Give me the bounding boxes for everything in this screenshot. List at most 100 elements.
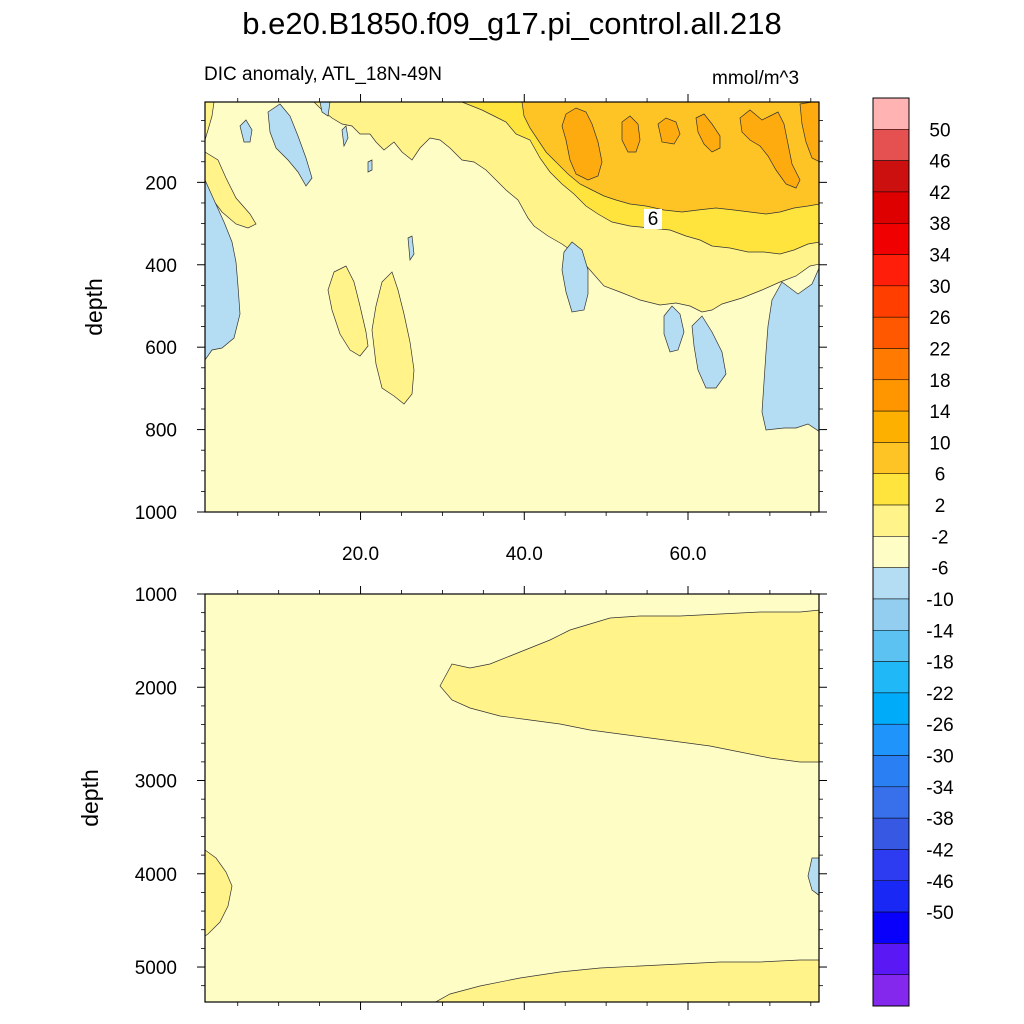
colorbar-swatch — [872, 254, 910, 287]
colorbar-label: -42 — [926, 840, 953, 861]
colorbar-label: -6 — [932, 559, 949, 580]
upper-negative-patch-6 — [367, 159, 373, 173]
lower-y-tick-label: 1000 — [135, 585, 177, 606]
colorbar-swatch — [872, 849, 910, 882]
lower-bottom-band — [434, 959, 819, 1002]
colorbar-swatch — [872, 97, 910, 130]
colorbar-label: 14 — [929, 402, 951, 423]
colorbar-label: -30 — [926, 747, 953, 768]
colorbar-swatch — [872, 222, 910, 255]
upper-y-tick-label: 600 — [145, 338, 177, 359]
colorbar-swatch — [872, 786, 910, 819]
colorbar-swatch — [872, 943, 910, 975]
upper-warm-blob-1 — [327, 265, 369, 357]
colorbar-swatch — [872, 598, 910, 631]
colorbar-swatch — [872, 911, 910, 944]
colorbar-label: 46 — [929, 152, 950, 173]
upper-x-tick-label: 20.0 — [342, 544, 379, 565]
upper-negative-patch-9 — [663, 305, 685, 353]
colorbar-label: -34 — [926, 778, 954, 799]
upper-y-tick-label: 200 — [145, 173, 177, 194]
lower-plot-frame — [204, 593, 820, 1003]
colorbar-label: 34 — [929, 246, 951, 267]
colorbar-label: 42 — [929, 183, 950, 204]
upper-negative-patch-4 — [319, 102, 331, 117]
lower-y-tick-label: 3000 — [135, 772, 177, 793]
upper-panel-contours — [205, 102, 819, 512]
lower-east-patch — [807, 857, 819, 896]
colorbar-swatch — [872, 285, 910, 318]
colorbar-swatch — [872, 630, 910, 662]
colorbar-swatch — [872, 974, 910, 1007]
colorbar-label: 30 — [929, 277, 950, 298]
upper-y-axis-title: depth — [81, 278, 107, 336]
colorbar-swatch — [872, 755, 910, 788]
colorbar-label: -2 — [932, 527, 949, 548]
colorbar-swatch — [872, 191, 910, 224]
colorbar-swatch — [872, 661, 910, 694]
upper-negative-patch-8 — [561, 241, 589, 313]
colorbar-label: 50 — [929, 120, 950, 141]
variable-region-label: DIC anomaly, ATL_18N-49N — [204, 64, 442, 85]
colorbar-label: -18 — [926, 653, 953, 674]
upper-max-patch-3 — [657, 117, 681, 145]
colorbar: 50 46 42 38 34 30 26 22 18 14 10 6 2 -2 -6 -10 -14 -18 -22… — [872, 97, 954, 1007]
upper-negative-patch-2 — [267, 103, 313, 187]
upper-negative-patch-3 — [239, 119, 253, 143]
contour-label-6: 6 — [648, 209, 659, 230]
colorbar-label: 22 — [929, 339, 950, 360]
colorbar-swatch — [872, 692, 910, 725]
lower-y-tick-label: 4000 — [135, 865, 177, 886]
upper-max-patch-6 — [799, 102, 819, 162]
colorbar-swatch — [872, 410, 910, 443]
upper-max-patch-1 — [561, 107, 603, 181]
upper-warm-blob-2 — [371, 271, 415, 405]
colorbar-label: 18 — [929, 371, 950, 392]
upper-x-tick-label: 60.0 — [670, 544, 707, 565]
lower-y-tick-label: 5000 — [135, 958, 177, 979]
colorbar-swatch — [872, 723, 910, 756]
colorbar-label: 6 — [935, 465, 946, 486]
colorbar-label: -22 — [926, 684, 953, 705]
upper-negative-patch-1 — [205, 179, 241, 361]
contour-label-box — [644, 209, 662, 229]
colorbar-swatch — [872, 567, 910, 600]
colorbar-label: 38 — [929, 214, 950, 235]
upper-plot-frame — [204, 101, 820, 513]
colorbar-swatch — [872, 160, 910, 193]
colorbar-label: -50 — [926, 903, 953, 924]
colorbar-label: -26 — [926, 715, 953, 736]
colorbar-swatch — [872, 348, 910, 381]
colorbar-swatch — [872, 473, 910, 506]
upper-y-tick-label: 800 — [145, 421, 177, 442]
colorbar-label: -14 — [926, 621, 954, 642]
colorbar-label: 2 — [935, 496, 946, 517]
upper-x-tick-label: 40.0 — [506, 544, 543, 565]
colorbar-swatch — [872, 129, 910, 161]
colorbar-label: 26 — [929, 308, 950, 329]
colorbar-swatch — [872, 536, 910, 568]
lower-y-axis-title: depth — [77, 769, 103, 827]
lower-deep-wedge — [439, 609, 819, 763]
colorbar-swatch — [872, 504, 910, 537]
colorbar-label: -10 — [926, 590, 953, 611]
colorbar-frame — [872, 97, 910, 1007]
colorbar-swatch — [872, 817, 910, 850]
upper-negative-patch-7 — [407, 235, 415, 262]
upper-y-tick-label: 400 — [145, 256, 177, 277]
upper-warm-band-left — [205, 102, 215, 141]
lower-west-patch — [205, 849, 233, 937]
upper-negative-patch-11 — [761, 267, 819, 432]
colorbar-swatch — [872, 316, 910, 349]
colorbar-label: 10 — [929, 433, 950, 454]
upper-y-tick-label: 1000 — [135, 503, 177, 524]
upper-negative-patch-5 — [341, 125, 349, 148]
colorbar-swatch — [872, 880, 910, 913]
lower-y-tick-label: 2000 — [135, 678, 177, 699]
upper-max-patch-5 — [739, 109, 801, 189]
upper-max-patch-4 — [695, 113, 721, 153]
colorbar-swatch — [872, 442, 910, 474]
colorbar-label: -38 — [926, 809, 953, 830]
units-label: mmol/m^3 — [712, 68, 800, 89]
